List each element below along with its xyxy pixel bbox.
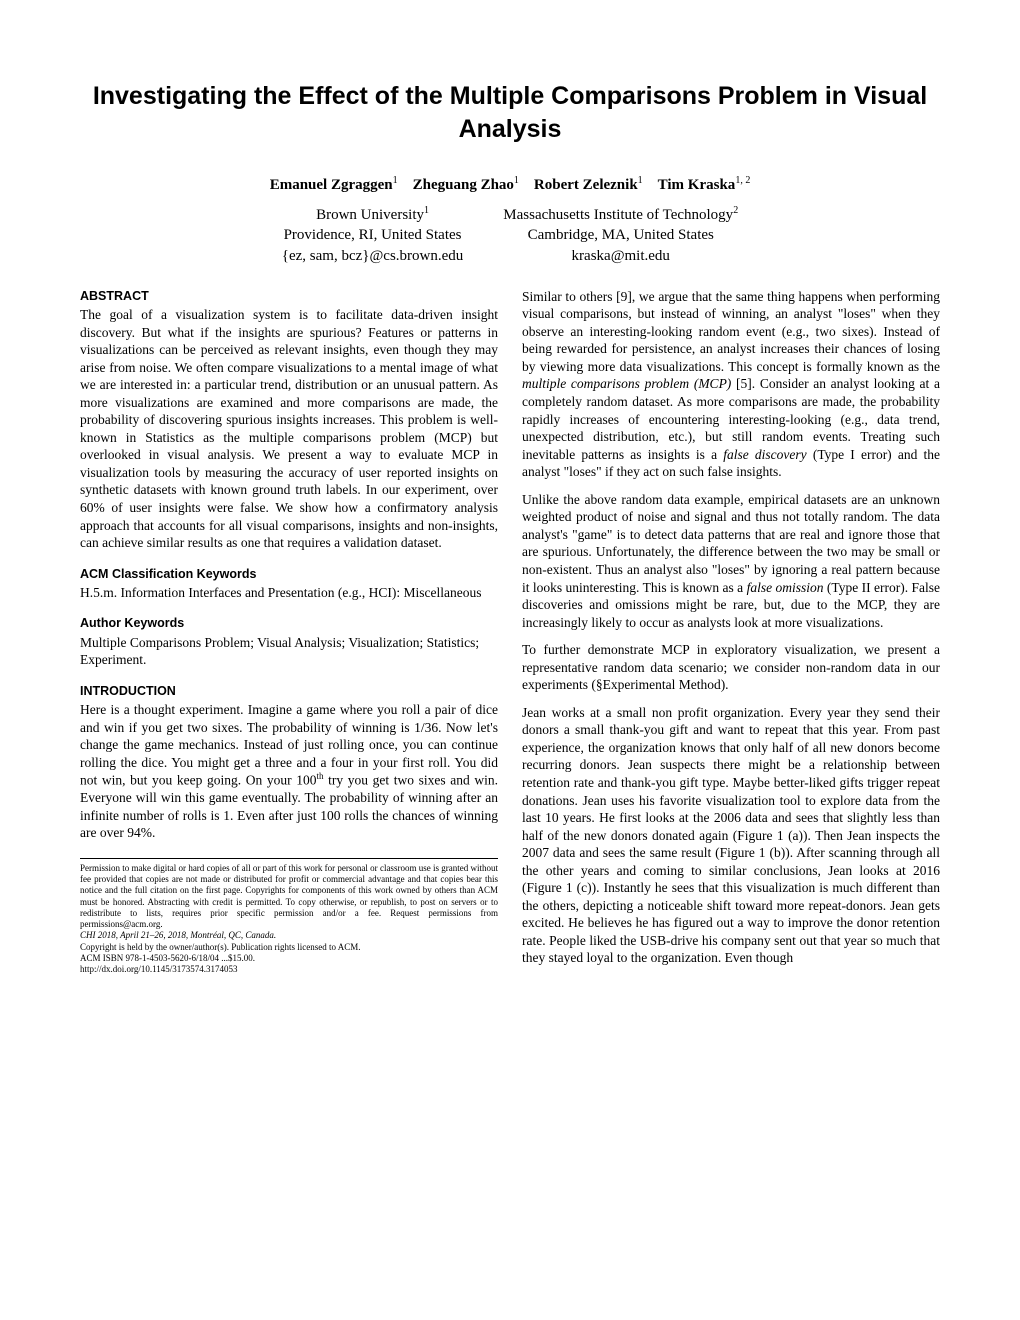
permission-footer: Permission to make digital or hard copie… (80, 858, 498, 976)
abstract-text: The goal of a visualization system is to… (80, 306, 498, 552)
footer-isbn: ACM ISBN 978-1-4503-5620-6/18/04 ...$15.… (80, 953, 498, 964)
footer-copyright: Copyright is held by the owner/author(s)… (80, 942, 498, 953)
intro-p2-em2: false discovery (723, 447, 806, 462)
intro-paragraph-1: Here is a thought experiment. Imagine a … (80, 701, 498, 842)
body-columns: ABSTRACT The goal of a visualization sys… (80, 288, 940, 977)
heading-author-keywords: Author Keywords (80, 615, 498, 631)
affiliation-left: Brown University1 Providence, RI, United… (282, 204, 464, 266)
heading-abstract: ABSTRACT (80, 288, 498, 304)
affil-left-email: {ez, sam, bcz}@cs.brown.edu (282, 248, 464, 264)
intro-paragraph-4: To further demonstrate MCP in explorator… (522, 641, 940, 694)
affil-right-email: kraska@mit.edu (572, 248, 670, 264)
heading-introduction: INTRODUCTION (80, 683, 498, 699)
acm-text: H.5.m. Information Interfaces and Presen… (80, 584, 498, 602)
intro-paragraph-2: Similar to others [9], we argue that the… (522, 288, 940, 481)
affiliation-right: Massachusetts Institute of Technology2 C… (503, 204, 738, 266)
author-keywords-text: Multiple Comparisons Problem; Visual Ana… (80, 634, 498, 669)
footer-conference: CHI 2018, April 21–26, 2018, Montréal, Q… (80, 930, 498, 941)
affiliations: Brown University1 Providence, RI, United… (80, 204, 940, 266)
affil-left-city: Providence, RI, United States (284, 227, 462, 243)
heading-acm: ACM Classification Keywords (80, 566, 498, 582)
intro-p2-em: multiple comparisons problem (MCP) (522, 376, 731, 391)
footer-permission: Permission to make digital or hard copie… (80, 863, 498, 931)
intro-paragraph-5: Jean works at a small non profit organiz… (522, 704, 940, 967)
author-line: Emanuel Zgraggen1 Zheguang Zhao1 Robert … (80, 175, 940, 194)
intro-p3-em: false omission (747, 580, 824, 595)
paper-title: Investigating the Effect of the Multiple… (80, 80, 940, 145)
affil-right-city: Cambridge, MA, United States (528, 227, 714, 243)
intro-p2a: Similar to others [9], we argue that the… (522, 289, 940, 374)
intro-paragraph-3: Unlike the above random data example, em… (522, 491, 940, 631)
footer-doi: http://dx.doi.org/10.1145/3173574.317405… (80, 964, 498, 975)
paper-page: Investigating the Effect of the Multiple… (0, 0, 1020, 1320)
